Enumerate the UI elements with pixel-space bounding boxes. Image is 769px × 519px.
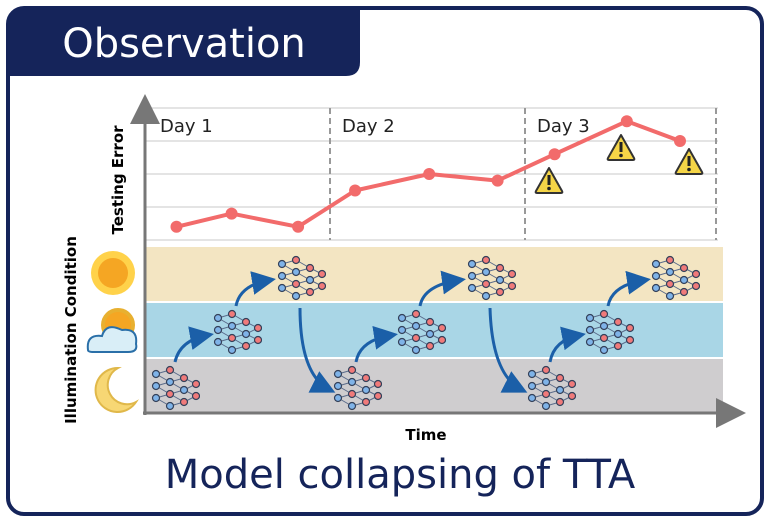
y-label: Testing Error <box>109 125 127 235</box>
caption: Model collapsing of TTA <box>165 452 636 498</box>
error-point <box>225 207 238 220</box>
day-label: Day 3 <box>537 116 590 137</box>
error-point <box>491 174 504 187</box>
error-point <box>349 184 362 197</box>
arrows <box>173 270 651 393</box>
moon-icon <box>94 366 139 413</box>
error-point <box>620 115 633 128</box>
sun-icon <box>91 251 135 295</box>
day-dividers <box>329 108 717 240</box>
band-night <box>146 359 723 412</box>
title-tab <box>8 8 360 76</box>
day-label: Day 2 <box>342 116 395 137</box>
day-label: Day 1 <box>160 116 213 137</box>
cloud-sun-icon <box>86 308 138 353</box>
band-label: Illumination Condition <box>62 236 80 424</box>
x-label: Time <box>405 426 446 444</box>
error-point <box>674 135 686 147</box>
error-point <box>292 220 305 233</box>
error-point <box>423 168 436 180</box>
band-sun <box>146 247 723 301</box>
error-point <box>170 220 183 233</box>
title: Observation <box>62 21 306 67</box>
error-point <box>548 148 561 161</box>
